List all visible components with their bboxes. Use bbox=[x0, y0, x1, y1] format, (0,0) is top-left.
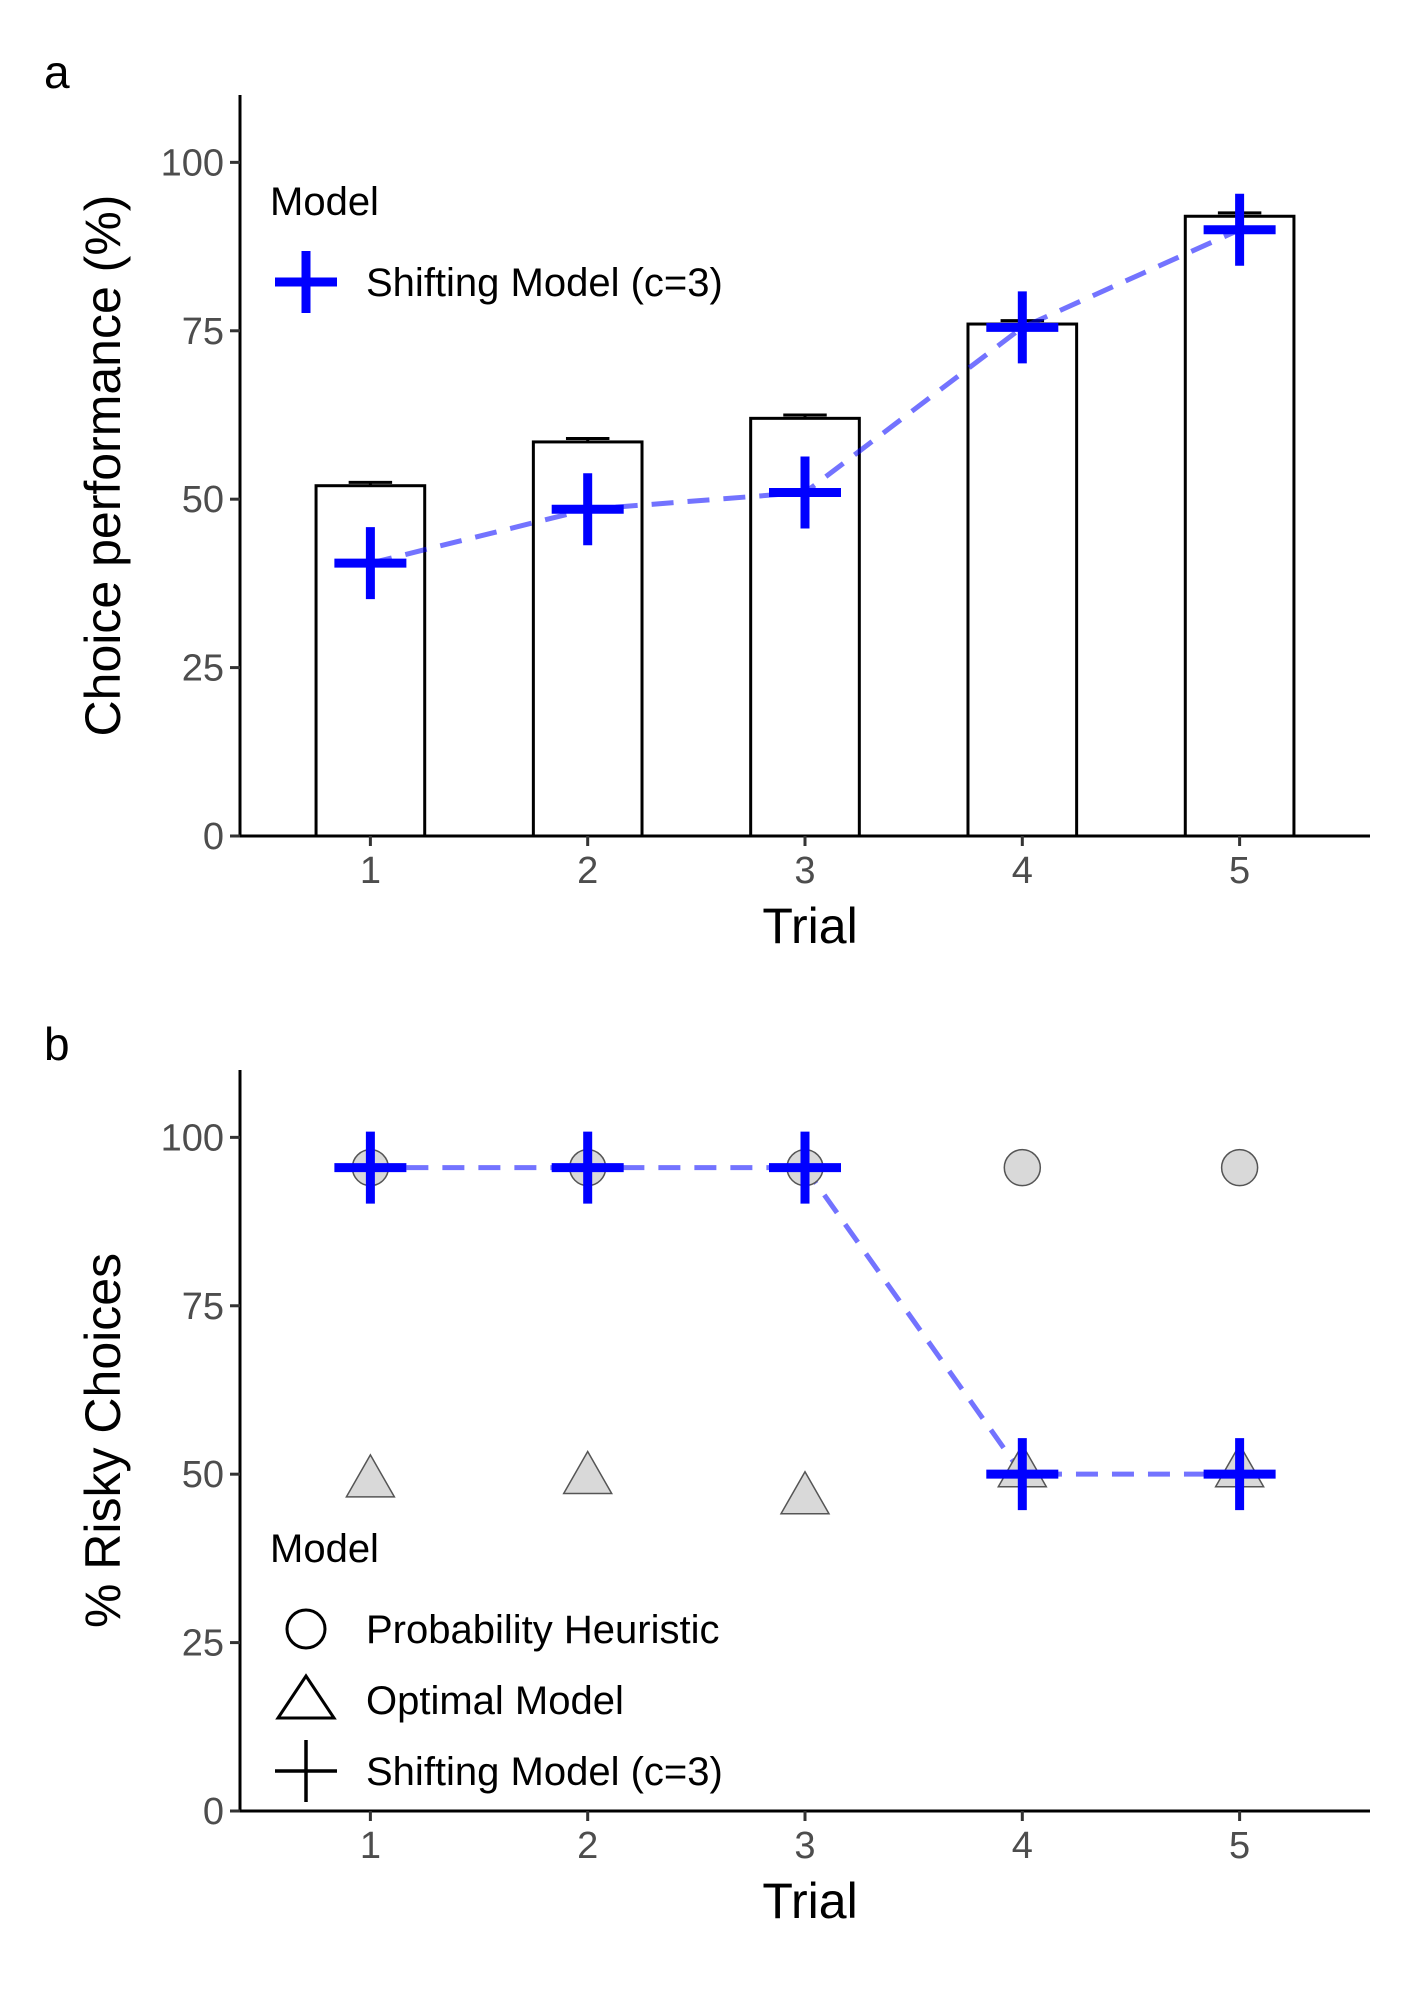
panel-a: a 0 25 50 75 100 1 2 3 4 5 Trial Choice performance … bbox=[44, 46, 1370, 954]
point-triangle bbox=[779, 1470, 831, 1515]
x-tick-label: 2 bbox=[577, 1825, 598, 1867]
y-tick-label: 25 bbox=[182, 648, 224, 690]
point-plus bbox=[1203, 193, 1276, 266]
x-axis-title: Trial bbox=[762, 1873, 857, 1929]
legend-key-plus bbox=[275, 251, 337, 313]
y-tick-label: 75 bbox=[182, 311, 224, 353]
y-tick-label: 100 bbox=[161, 1117, 224, 1159]
x-tick-label: 1 bbox=[360, 850, 381, 892]
series-line bbox=[370, 1165, 1240, 1477]
point-circle bbox=[1003, 1148, 1042, 1187]
legend-key-triangle bbox=[275, 1673, 337, 1720]
y-tick-label: 75 bbox=[182, 1286, 224, 1328]
legend-title: Model bbox=[270, 180, 379, 224]
point-plus bbox=[986, 1438, 1059, 1511]
bar bbox=[1183, 214, 1296, 838]
legend-key-plus bbox=[275, 1740, 337, 1802]
y-axis-title: % Risky Choices bbox=[75, 1253, 131, 1628]
point-plus bbox=[551, 473, 624, 546]
y-tick-label: 0 bbox=[203, 816, 224, 858]
y-axis-title: Choice performance (%) bbox=[75, 195, 131, 737]
point-circle bbox=[1220, 1148, 1259, 1187]
point-plus bbox=[986, 291, 1059, 364]
y-tick-label: 0 bbox=[203, 1791, 224, 1833]
x-tick-label: 4 bbox=[1012, 850, 1033, 892]
x-tick-label: 1 bbox=[360, 1825, 381, 1867]
legend-label: Probability Heuristic bbox=[366, 1608, 719, 1652]
x-tick-label: 4 bbox=[1012, 1825, 1033, 1867]
legend-label: Shifting Model (c=3) bbox=[366, 1750, 723, 1794]
y-tick-label: 25 bbox=[182, 1623, 224, 1665]
x-tick-label: 2 bbox=[577, 850, 598, 892]
x-tick-label: 3 bbox=[794, 850, 815, 892]
x-tick-label: 3 bbox=[794, 1825, 815, 1867]
panel-label: b bbox=[44, 1018, 70, 1070]
point-plus bbox=[334, 527, 407, 600]
legend-label: Optimal Model bbox=[366, 1679, 624, 1723]
point-triangle bbox=[345, 1453, 396, 1498]
point-plus bbox=[551, 1131, 624, 1204]
panel-label: a bbox=[44, 46, 70, 98]
point-plus bbox=[1203, 1438, 1276, 1511]
bar bbox=[966, 322, 1079, 838]
y-tick-label: 50 bbox=[182, 1454, 224, 1496]
y-tick-label: 100 bbox=[161, 142, 224, 184]
x-axis-title: Trial bbox=[762, 898, 857, 954]
legend: Model Probability Heuristic Optimal Model S… bbox=[270, 1527, 723, 1802]
point-plus bbox=[334, 1131, 407, 1204]
point-triangle bbox=[562, 1449, 613, 1495]
legend: Model Shifting Model (c=3) bbox=[270, 180, 723, 313]
x-tick-label: 5 bbox=[1229, 850, 1250, 892]
legend-title: Model bbox=[270, 1527, 379, 1571]
y-tick-label: 50 bbox=[182, 479, 224, 521]
point-plus bbox=[769, 1131, 841, 1204]
x-tick-label: 5 bbox=[1229, 1825, 1250, 1867]
panel-b: b 0 25 50 75 100 1 2 3 4 5 Trial % Risky Choices Mode… bbox=[44, 1018, 1370, 1929]
legend-label: Shifting Model (c=3) bbox=[366, 261, 723, 305]
point-plus bbox=[769, 456, 841, 529]
legend-key-circle bbox=[285, 1608, 327, 1650]
